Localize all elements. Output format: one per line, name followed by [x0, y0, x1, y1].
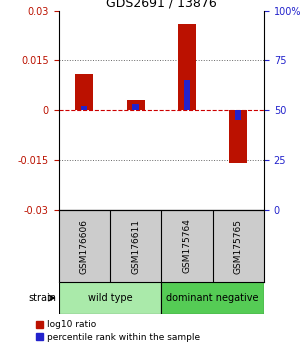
- Bar: [81, 106, 87, 110]
- Bar: [229, 110, 247, 164]
- Bar: [75, 74, 93, 110]
- Text: GSM175764: GSM175764: [182, 218, 191, 273]
- Bar: [127, 100, 145, 110]
- Bar: [58, 282, 161, 314]
- Text: wild type: wild type: [88, 293, 132, 303]
- Text: GSM176611: GSM176611: [131, 218, 140, 274]
- Text: dominant negative: dominant negative: [167, 293, 259, 303]
- Bar: [184, 80, 190, 110]
- Text: GSM176606: GSM176606: [80, 218, 89, 274]
- Legend: log10 ratio, percentile rank within the sample: log10 ratio, percentile rank within the …: [34, 319, 202, 344]
- Text: strain: strain: [28, 293, 56, 303]
- Title: GDS2691 / 13876: GDS2691 / 13876: [106, 0, 217, 10]
- Bar: [161, 282, 264, 314]
- Bar: [178, 24, 196, 110]
- Bar: [133, 104, 139, 110]
- Bar: [235, 110, 242, 120]
- Text: GSM175765: GSM175765: [234, 218, 243, 274]
